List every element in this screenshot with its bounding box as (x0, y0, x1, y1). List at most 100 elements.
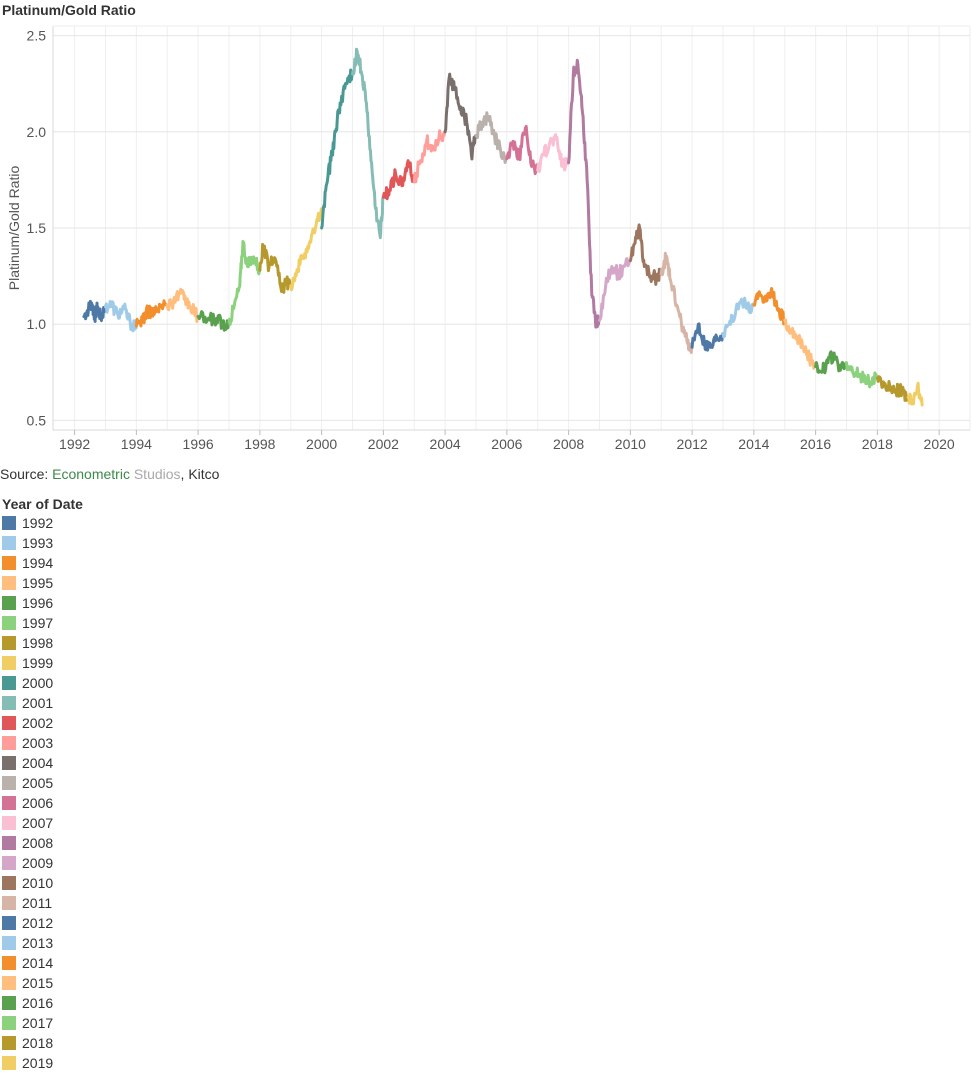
legend-label: 1994 (22, 555, 54, 571)
legend-swatch (2, 856, 16, 870)
legend-label: 2007 (22, 815, 54, 831)
x-tick-label: 1992 (59, 436, 90, 452)
x-tick-label: 2004 (430, 436, 461, 452)
legend-label: 2012 (22, 915, 54, 931)
series-line-1993 (104, 300, 138, 333)
x-tick-label: 2016 (800, 436, 831, 452)
source-kitco: , Kitco (180, 466, 220, 482)
x-tick-label: 2020 (924, 436, 955, 452)
series-line-1992 (82, 299, 107, 323)
legend-label: 2016 (22, 995, 54, 1011)
series-line-2006 (505, 124, 539, 176)
legend-swatch (2, 576, 16, 590)
legend-item-1993: 1993 (2, 533, 83, 553)
source-econometric: Econometric (52, 466, 130, 482)
source-note: Source: Econometric Studios, Kitco (0, 466, 219, 482)
legend-item-2017: 2017 (2, 1013, 83, 1033)
legend-item-2015: 2015 (2, 973, 83, 993)
legend-item-2004: 2004 (2, 753, 83, 773)
series-line-2019 (906, 381, 924, 407)
x-tick-label: 2012 (677, 436, 708, 452)
legend-swatch (2, 636, 16, 650)
x-tick-label: 1994 (121, 436, 152, 452)
source-studios: Studios (129, 466, 181, 482)
series-line-1996 (196, 310, 231, 332)
series-line-2000 (320, 68, 354, 230)
legend-label: 1996 (22, 595, 54, 611)
legend-item-2000: 2000 (2, 673, 83, 693)
legend-label: 2015 (22, 975, 54, 991)
legend-item-2008: 2008 (2, 833, 83, 853)
legend-swatch (2, 876, 16, 890)
x-tick-label: 1998 (244, 436, 275, 452)
legend-swatch (2, 516, 16, 530)
legend-label: 2019 (22, 1055, 54, 1071)
legend-item-1992: 1992 (2, 513, 83, 533)
legend-item-2005: 2005 (2, 773, 83, 793)
legend-swatch (2, 976, 16, 990)
series-line-2015 (783, 318, 817, 370)
x-tick-label: 2000 (306, 436, 337, 452)
legend-swatch (2, 936, 16, 950)
legend-swatch (2, 1056, 16, 1070)
x-tick-label: 2002 (368, 436, 399, 452)
y-tick-label: 1.5 (27, 220, 47, 236)
x-tick-label: 2014 (738, 436, 769, 452)
series-line-2007 (536, 133, 570, 173)
legend-label: 2018 (22, 1035, 54, 1051)
legend-item-2001: 2001 (2, 693, 83, 713)
legend-label: 2001 (22, 695, 54, 711)
series-line-2005 (474, 111, 509, 164)
y-tick-label: 2.5 (27, 28, 47, 44)
legend-label: 2014 (22, 955, 54, 971)
legend-label: 2011 (22, 895, 53, 911)
legend-label: 1995 (22, 575, 54, 591)
legend-item-2012: 2012 (2, 913, 83, 933)
legend-label: 1999 (22, 655, 54, 671)
series-line-1994 (134, 299, 169, 328)
series-line-2001 (351, 47, 385, 240)
legend-swatch (2, 776, 16, 790)
legend-swatch (2, 756, 16, 770)
legend-swatch (2, 916, 16, 930)
legend-label: 2008 (22, 835, 54, 851)
legend-item-2013: 2013 (2, 933, 83, 953)
legend-item-2007: 2007 (2, 813, 83, 833)
legend-label: 1993 (22, 535, 54, 551)
x-tick-label: 1996 (183, 436, 214, 452)
legend-item-1999: 1999 (2, 653, 83, 673)
legend-swatch (2, 1036, 16, 1050)
legend-label: 1997 (22, 615, 54, 631)
series-line-2002 (381, 159, 416, 201)
legend-swatch (2, 696, 16, 710)
legend-item-2003: 2003 (2, 733, 83, 753)
series-line-2018 (875, 375, 910, 402)
legend-swatch (2, 536, 16, 550)
legend-label: 2003 (22, 735, 54, 751)
legend-swatch (2, 836, 16, 850)
series-line-2017 (845, 361, 879, 389)
legend-label: 2009 (22, 855, 54, 871)
legend-label: 2013 (22, 935, 54, 951)
series-line-2016 (814, 350, 848, 375)
legend-swatch (2, 616, 16, 630)
legend-item-1995: 1995 (2, 573, 83, 593)
legend-item-1998: 1998 (2, 633, 83, 653)
legend-swatch (2, 676, 16, 690)
series-line-1998 (258, 242, 292, 294)
legend-title: Year of Date (2, 496, 83, 512)
legend-swatch (2, 736, 16, 750)
legend-swatch (2, 656, 16, 670)
legend-item-2018: 2018 (2, 1033, 83, 1053)
legend-label: 2004 (22, 755, 54, 771)
legend-swatch (2, 816, 16, 830)
legend-label: 2000 (22, 675, 54, 691)
legend-label: 2002 (22, 715, 54, 731)
series-line-2004 (443, 72, 478, 161)
series-line-1997 (227, 240, 262, 326)
chart-title: Platinum/Gold Ratio (2, 2, 136, 18)
legend-item-2019: 2019 (2, 1053, 83, 1073)
legend-item-2016: 2016 (2, 993, 83, 1013)
legend-item-2009: 2009 (2, 853, 83, 873)
legend-swatch (2, 556, 16, 570)
